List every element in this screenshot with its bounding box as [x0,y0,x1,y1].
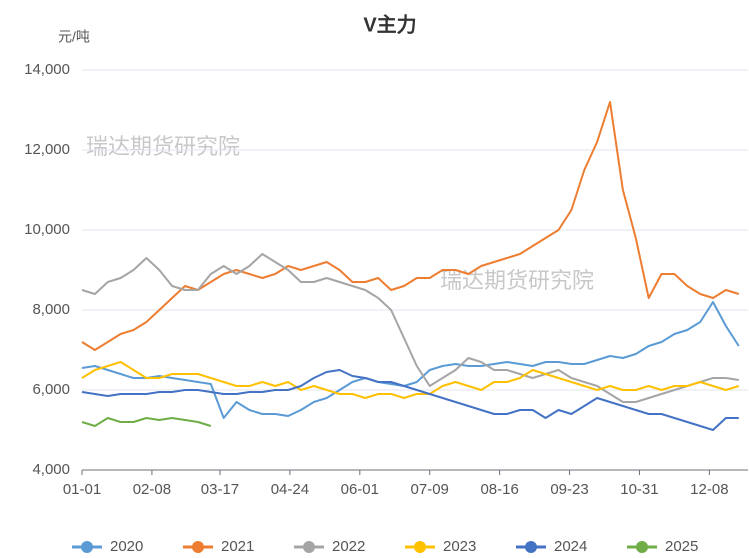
legend-marker [525,541,537,553]
x-tick-label: 02-08 [133,481,171,498]
y-tick-label: 12,000 [24,141,70,158]
y-unit: 元/吨 [58,29,90,45]
legend-marker [414,541,426,553]
legend-marker [192,541,204,553]
x-tick-label: 09-23 [550,481,588,498]
x-tick-label: 03-17 [201,481,239,498]
y-tick-label: 6,000 [32,381,70,398]
legend-label: 2024 [554,538,587,555]
series-line [81,301,740,419]
legend-marker [81,541,93,553]
legend-label: 2021 [221,538,254,555]
x-tick-label: 08-16 [480,481,518,498]
series-line [81,361,740,399]
x-tick-label: 12-08 [690,481,728,498]
x-tick-label: 01-01 [63,481,101,498]
series-line [81,417,212,427]
legend-label: 2023 [443,538,476,555]
series-line [81,369,739,431]
watermark: 瑞达期货研究院 [440,268,594,293]
x-tick-label: 10-31 [620,481,658,498]
x-tick-label: 04-24 [271,481,309,498]
legend-label: 2022 [332,538,365,555]
legend-label: 2020 [110,538,143,555]
watermark: 瑞达期货研究院 [86,134,240,159]
x-tick-label: 06-01 [341,481,379,498]
series-line [81,101,740,351]
series-line [81,253,739,403]
chart-title: V主力 [363,12,416,36]
y-tick-label: 4,000 [32,461,70,478]
legend-label: 2025 [665,538,698,555]
legend-marker [303,541,315,553]
y-tick-label: 10,000 [24,221,70,238]
x-tick-label: 07-09 [411,481,449,498]
legend-marker [636,541,648,553]
y-tick-label: 8,000 [32,301,70,318]
y-tick-label: 14,000 [24,61,70,78]
